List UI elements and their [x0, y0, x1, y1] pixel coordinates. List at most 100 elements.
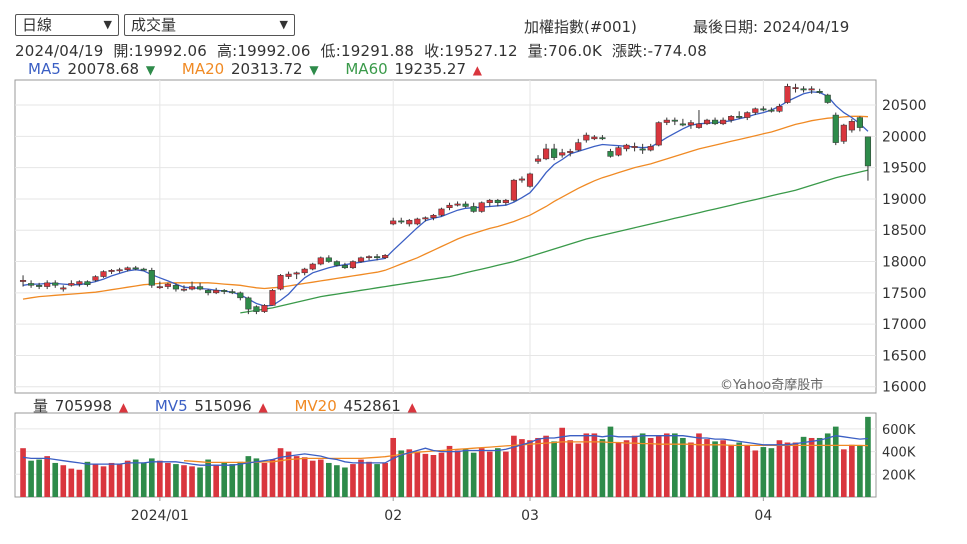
down-arrow-icon: ▼ [145, 63, 156, 77]
volume-bar [100, 466, 107, 497]
candle-body [269, 290, 276, 306]
volume-bar [44, 456, 51, 497]
volume-bar [221, 462, 228, 497]
candle-body [607, 151, 614, 157]
candle-body [591, 136, 598, 140]
volume-bar [148, 458, 155, 497]
candle-body [213, 290, 220, 294]
volume-bar [720, 440, 726, 497]
volume-bar [398, 450, 405, 497]
candle-body [414, 218, 421, 225]
volume-bar [430, 455, 437, 497]
candle-body [518, 178, 526, 181]
candle-body [229, 291, 236, 294]
candle-body [575, 142, 582, 151]
volume-bar [840, 449, 847, 497]
candle-body [197, 286, 204, 290]
candle-body [679, 123, 686, 126]
candle-body [76, 281, 83, 285]
candle-body [760, 108, 767, 111]
volume-bar [849, 444, 855, 497]
volume-bar [414, 451, 421, 497]
volume-bar [736, 442, 743, 497]
candle-body [446, 204, 453, 208]
candle-body [28, 283, 35, 286]
volume-bar [293, 456, 300, 497]
volume-bar [591, 433, 598, 497]
candle-body [832, 114, 839, 143]
candle-body [848, 121, 855, 131]
volume-bar [655, 435, 662, 497]
volume-bar [181, 465, 187, 497]
candle-body [687, 122, 694, 126]
candle-body [720, 119, 727, 125]
candle-body [406, 219, 413, 225]
volume-bar [406, 449, 413, 497]
volume-bar [478, 448, 485, 497]
volume-bar [253, 458, 260, 497]
volume-bar [615, 442, 622, 497]
volume-bar [744, 445, 751, 497]
candle-body [864, 136, 872, 167]
candle-body [559, 152, 566, 156]
volume-bar [76, 469, 83, 497]
volume-bar [116, 464, 123, 497]
candle-body [357, 257, 365, 262]
volume-value: 705998 [54, 397, 113, 415]
volume-bar [494, 448, 501, 497]
up-arrow-icon: ▲ [258, 400, 268, 414]
candle-body [639, 148, 646, 151]
volume-bar [438, 452, 445, 497]
candle-body [422, 217, 429, 220]
candle-body [100, 271, 107, 277]
candle-body [567, 151, 574, 153]
candle-body [526, 173, 534, 187]
ma-legend: MA5 20078.68 ▼ MA20 20313.72 ▼ MA60 1923… [28, 60, 484, 78]
price-tick-label: 17500 [882, 286, 927, 302]
volume-bar [639, 433, 646, 497]
candle-body [808, 88, 815, 91]
price-tick-label: 19500 [882, 161, 927, 177]
candle-body [768, 109, 775, 112]
candle-body [543, 148, 550, 160]
candle-body [325, 257, 332, 262]
up-arrow-icon: ▲ [472, 63, 483, 77]
ma60-line [240, 169, 869, 314]
ma5-label: MA5 [28, 60, 61, 78]
volume-bar [527, 440, 533, 497]
candle-body [695, 123, 703, 128]
volume-bar [84, 461, 91, 497]
period-select-value: 日線 [22, 16, 53, 34]
candle-body [856, 117, 863, 128]
volume-bar [197, 467, 203, 497]
price-tick-label: 18000 [882, 255, 927, 271]
price-tick-label: 17000 [882, 317, 927, 333]
volume-bar [511, 435, 517, 497]
volume-bar [559, 427, 565, 497]
candle-body [293, 272, 300, 275]
volume-bar [631, 435, 638, 497]
volume-bar [696, 433, 702, 497]
mv20-line [183, 441, 869, 464]
volume-bar [301, 457, 308, 497]
volume-bar [124, 460, 131, 497]
volume-bar [366, 461, 372, 497]
candle-body [671, 119, 678, 122]
candle-body [116, 269, 123, 272]
volume-bar [575, 443, 582, 497]
price-tick-label: 20000 [882, 129, 927, 145]
candle-body [502, 199, 509, 203]
volume-bar [382, 462, 388, 497]
candle-body [510, 179, 517, 201]
candle-body [164, 283, 171, 287]
watermark: ©Yahoo奇摩股市 [720, 377, 823, 393]
volume-tick-label: 400K [882, 446, 916, 461]
candle-body [60, 287, 67, 290]
price-tick-label: 16500 [882, 348, 927, 364]
volume-bar [519, 439, 525, 497]
period-select[interactable]: 日線 ▼ [15, 14, 119, 36]
indicator-select[interactable]: 成交量 ▼ [124, 14, 295, 36]
price-tick-label: 16000 [882, 380, 927, 396]
volume-bar [342, 467, 348, 497]
